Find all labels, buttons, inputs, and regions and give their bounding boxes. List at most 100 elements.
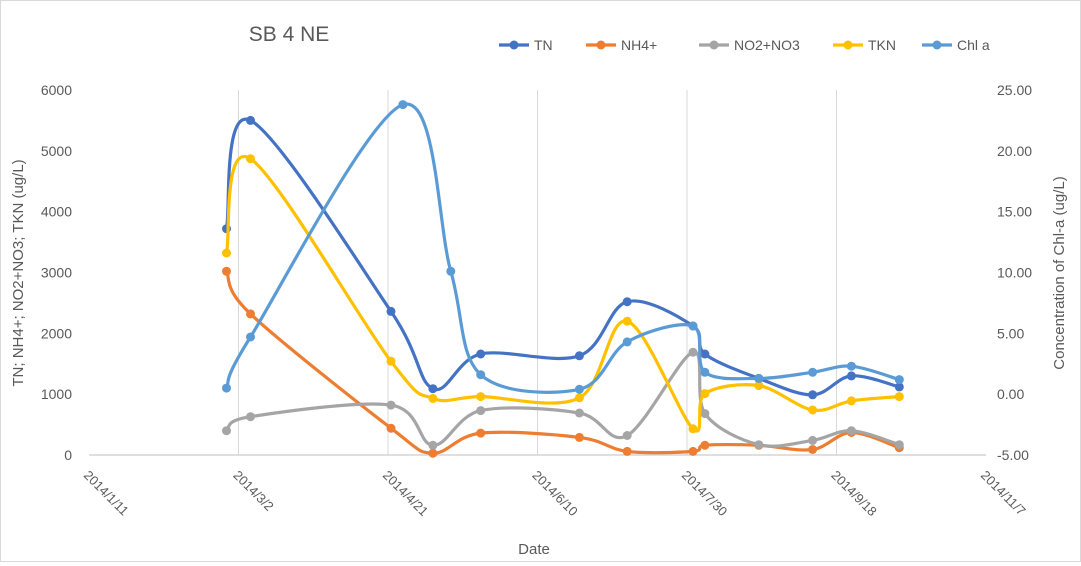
data-point-chl-a: [574, 384, 584, 394]
data-point-tkn: [700, 389, 710, 399]
data-point-nh4: [808, 445, 818, 454]
data-point-tn: [894, 382, 904, 392]
data-point-chl-a: [808, 367, 818, 377]
data-point-tn: [808, 390, 818, 400]
data-point-nh4: [700, 440, 710, 450]
data-point-no2-no3: [808, 435, 818, 445]
data-point-tkn: [808, 405, 818, 415]
legend-item-tn: TN: [499, 37, 553, 53]
x-tick-label: 2014/1/11: [81, 468, 132, 519]
data-point-tn: [622, 297, 632, 307]
series-layer: [222, 100, 904, 458]
data-point-no2-no3: [222, 426, 231, 436]
legend-swatch-marker: [709, 40, 719, 50]
x-tick-label: 2014/4/21: [380, 468, 432, 520]
y-tick-label: 4000: [41, 204, 72, 220]
data-point-no2-no3: [846, 426, 856, 436]
data-point-tkn: [386, 356, 396, 366]
legend-label: NO2+NO3: [734, 37, 800, 53]
y-tick-label: 3000: [41, 265, 72, 281]
y2-tick-label: -5.00: [997, 447, 1029, 463]
data-point-nh4: [622, 446, 632, 456]
data-point-tkn: [428, 393, 438, 403]
y2-tick-label: 20.00: [997, 143, 1032, 159]
data-point-chl-a: [754, 373, 764, 383]
data-point-no2-no3: [428, 440, 438, 450]
legend-item-chl-a: Chl a: [922, 37, 990, 53]
axes: 2014/1/11 2014/3/2 2014/4/21 2014/6/10 2014/…: [41, 82, 1032, 519]
data-point-tkn: [846, 396, 856, 406]
y2-tick-label: 5.00: [997, 325, 1024, 341]
y2-tick-label: 15.00: [997, 204, 1032, 220]
data-point-chl-a: [398, 100, 408, 110]
data-point-tkn: [894, 392, 904, 402]
chart-title: SB 4 NE: [249, 23, 330, 46]
data-point-tn: [700, 349, 710, 359]
data-point-tn: [476, 349, 486, 359]
data-point-tkn: [222, 248, 231, 258]
x-tick-label: 2014/9/18: [828, 468, 880, 520]
legend-swatch-marker: [843, 40, 853, 50]
x-tick-label: 2014/3/2: [230, 468, 276, 514]
data-point-tkn: [688, 424, 698, 434]
data-point-tkn: [622, 316, 632, 326]
legend-label: Chl a: [957, 37, 990, 53]
data-point-chl-a: [622, 337, 632, 347]
legend-swatch-marker: [596, 40, 606, 50]
data-point-tkn: [476, 392, 486, 402]
series-line-tn: [224, 117, 901, 397]
legend-swatch-marker: [932, 40, 942, 50]
legend-label: TN: [534, 37, 553, 53]
data-point-tkn: [574, 393, 584, 403]
y2-tick-label: 10.00: [997, 265, 1032, 281]
data-point-no2-no3: [700, 409, 710, 419]
data-point-nh4: [688, 446, 698, 456]
x-tick-label: 2014/7/30: [679, 468, 731, 520]
data-point-no2-no3: [386, 400, 396, 410]
gridlines: [238, 90, 837, 455]
y2-axis-title: Concentration of Chl-a (ug/L): [1051, 176, 1068, 369]
data-point-tn: [386, 306, 396, 316]
data-point-chl-a: [688, 321, 698, 331]
data-point-tn: [574, 351, 584, 361]
legend: TN NH4+ NO2+NO3 TKN Chl a: [499, 37, 990, 53]
legend-swatch-marker: [509, 40, 519, 50]
data-point-no2-no3: [476, 406, 486, 416]
data-point-no2-no3: [754, 440, 764, 450]
y-tick-label: 0: [64, 447, 72, 463]
x-tick-label: 2014/6/10: [529, 468, 581, 520]
data-point-tn: [246, 115, 255, 125]
series-line-no2-no3: [224, 350, 901, 448]
data-point-no2-no3: [622, 431, 632, 440]
data-point-nh4: [222, 266, 231, 276]
data-point-nh4: [476, 428, 486, 438]
legend-item-nh4: NH4+: [586, 37, 657, 53]
y-tick-label: 5000: [41, 143, 72, 159]
legend-label: NH4+: [621, 37, 657, 53]
x-tick-label: 2014/11/7: [978, 468, 1029, 519]
legend-label: TKN: [868, 37, 896, 53]
data-point-chl-a: [846, 361, 856, 371]
y2-tick-label: 25.00: [997, 82, 1032, 98]
y-tick-label: 1000: [41, 386, 72, 402]
legend-item-tkn: TKN: [833, 37, 896, 53]
series-line-nh4: [224, 269, 901, 455]
y2-tick-label: 0.00: [997, 386, 1024, 402]
data-point-no2-no3: [246, 412, 255, 422]
series-line-tkn: [224, 154, 901, 433]
data-point-nh4: [246, 309, 255, 319]
data-point-chl-a: [246, 332, 255, 342]
data-point-tn: [846, 371, 856, 381]
data-point-tkn: [246, 154, 255, 164]
data-point-chl-a: [700, 367, 710, 377]
data-point-no2-no3: [688, 347, 698, 357]
data-point-chl-a: [476, 370, 486, 380]
data-point-nh4: [386, 423, 396, 433]
data-point-nh4: [428, 448, 438, 458]
data-point-tn: [428, 384, 438, 394]
data-point-nh4: [574, 432, 584, 442]
data-point-no2-no3: [894, 440, 904, 450]
data-point-no2-no3: [574, 408, 584, 418]
